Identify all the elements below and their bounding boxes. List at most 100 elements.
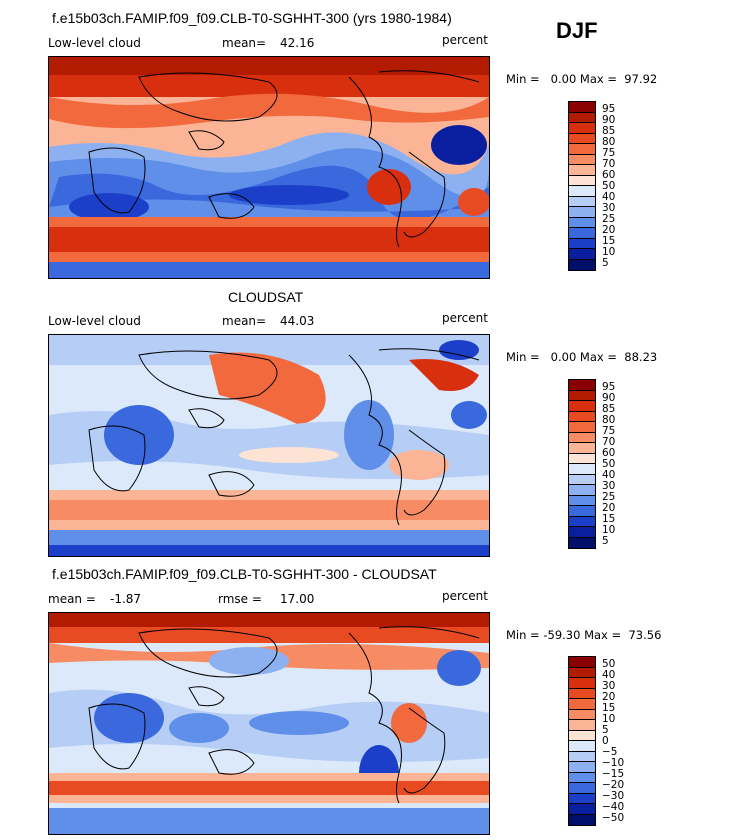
- panel2-colorbar-swatch: [569, 464, 595, 475]
- panel2-colorbar-label: 20: [602, 502, 616, 514]
- panel2-colorbar-swatch: [569, 432, 595, 443]
- panel1-colorbar-label: 10: [602, 246, 616, 258]
- panel2-variable: Low-level cloud: [48, 314, 141, 328]
- panel2-colorbar-label: 25: [602, 491, 616, 503]
- panel1-colorbar-label: 85: [602, 125, 616, 137]
- panel1-colorbar-swatch: [569, 165, 595, 176]
- panel3-colorbar-swatch: [569, 720, 595, 731]
- panel2-colorbar-swatch: [569, 422, 595, 433]
- panel3-units: percent: [442, 589, 488, 603]
- panel1-colorbar-label: 15: [602, 235, 616, 247]
- panel3-colorbar-label: 5: [602, 724, 609, 736]
- panel2-colorbar-swatch: [569, 380, 595, 391]
- panel1-colorbar-label: 25: [602, 213, 616, 225]
- panel2-colorbar-label: 15: [602, 513, 616, 525]
- panel3-colorbar-label: −40: [602, 801, 625, 813]
- panel2-colorbar-label: 70: [602, 436, 616, 448]
- panel1-colorbar-swatch: [569, 144, 595, 155]
- panel2-colorbar-swatch: [569, 411, 595, 422]
- panel3-colorbar-label: −5: [602, 746, 618, 758]
- panel1-colorbar-swatch: [569, 112, 595, 123]
- panel2-colorbar-swatch: [569, 495, 595, 506]
- panel1-mean-value: 42.16: [280, 36, 315, 50]
- panel2-colorbar-swatch: [569, 506, 595, 517]
- panel3-colorbar-swatch: [569, 751, 595, 762]
- panel3-colorbar: [568, 656, 596, 826]
- panel1-units: percent: [442, 33, 488, 47]
- panel3-colorbar-label: −15: [602, 768, 625, 780]
- panel3-colorbar-label: −10: [602, 757, 625, 769]
- panel2-mean-value: 44.03: [280, 314, 315, 328]
- panel2-colorbar-swatch: [569, 537, 595, 548]
- panel3-colorbar-label: 40: [602, 669, 616, 681]
- panel2-map-svg: [49, 335, 489, 556]
- panel1-minmax: Min = 0.00 Max = 97.92: [506, 72, 658, 86]
- panel3-colorbar-swatch: [569, 783, 595, 794]
- panel1-colorbar-swatch: [569, 154, 595, 165]
- panel2-units: percent: [442, 311, 488, 325]
- panel3-colorbar-swatch: [569, 772, 595, 783]
- panel2-colorbar-swatch: [569, 485, 595, 496]
- panel1-colorbar-swatch: [569, 186, 595, 197]
- panel3-colorbar-label: 50: [602, 658, 616, 670]
- panel3-colorbar-swatch: [569, 688, 595, 699]
- panel1-mean-label: mean=: [222, 36, 267, 50]
- panel3-map-svg: [49, 613, 489, 834]
- panel1-colorbar-swatch: [569, 238, 595, 249]
- panel3-colorbar-label: 0: [602, 735, 609, 747]
- panel2-colorbar-label: 5: [602, 535, 609, 547]
- panel1-colorbar-label: 60: [602, 169, 616, 181]
- panel3-colorbar-swatch: [569, 709, 595, 720]
- panel2-colorbar-label: 30: [602, 480, 616, 492]
- panel2-colorbar-swatch: [569, 516, 595, 527]
- panel2-colorbar-swatch: [569, 527, 595, 538]
- panel2-colorbar-label: 95: [602, 381, 616, 393]
- panel1-variable: Low-level cloud: [48, 36, 141, 50]
- panel2-minmax: Min = 0.00 Max = 88.23: [506, 350, 658, 364]
- panel3-mean-value: -1.87: [110, 592, 142, 606]
- panel1-map-svg: [49, 57, 489, 278]
- panel3-minmax: Min = -59.30 Max = 73.56: [506, 628, 662, 642]
- panel1-colorbar-swatch: [569, 217, 595, 228]
- panel3-colorbar-swatch: [569, 741, 595, 752]
- panel3-colorbar-swatch: [569, 657, 595, 668]
- panel3-colorbar-swatch: [569, 804, 595, 815]
- panel2-colorbar-label: 10: [602, 524, 616, 536]
- panel1-title: f.e15b03ch.FAMIP.f09_f09.CLB-T0-SGHHT-30…: [52, 10, 452, 26]
- panel1-colorbar-swatch: [569, 133, 595, 144]
- panel2-colorbar-label: 50: [602, 458, 616, 470]
- panel3-colorbar-swatch: [569, 678, 595, 689]
- panel3-colorbar-swatch: [569, 730, 595, 741]
- panel1-colorbar-label: 95: [602, 103, 616, 115]
- panel2-colorbar-label: 85: [602, 403, 616, 415]
- panel2-colorbar-label: 80: [602, 414, 616, 426]
- panel3-colorbar-label: 15: [602, 702, 616, 714]
- panel3-mean-label: mean =: [48, 592, 96, 606]
- panel1-colorbar-label: 20: [602, 224, 616, 236]
- panel1-colorbar-swatch: [569, 228, 595, 239]
- panel1-colorbar-swatch: [569, 175, 595, 186]
- panel1-colorbar-label: 50: [602, 180, 616, 192]
- panel2-map: [48, 334, 490, 557]
- panel3-colorbar-label: 10: [602, 713, 616, 725]
- panel1-colorbar-swatch: [569, 207, 595, 218]
- panel1-colorbar-label: 80: [602, 136, 616, 148]
- panel2-colorbar-swatch: [569, 390, 595, 401]
- panel3-map: [48, 612, 490, 835]
- panel1-colorbar-label: 40: [602, 191, 616, 203]
- panel2-colorbar-label: 75: [602, 425, 616, 437]
- panel3-colorbar-swatch: [569, 667, 595, 678]
- panel3-colorbar-swatch: [569, 699, 595, 710]
- panel3-title: f.e15b03ch.FAMIP.f09_f09.CLB-T0-SGHHT-30…: [52, 566, 437, 582]
- panel1-colorbar-label: 5: [602, 257, 609, 269]
- panel1-colorbar-label: 70: [602, 158, 616, 170]
- panel3-colorbar-label: 20: [602, 691, 616, 703]
- panel3-rmse-label: rmse =: [218, 592, 262, 606]
- panel3-colorbar-swatch: [569, 793, 595, 804]
- panel3-rmse-value: 17.00: [280, 592, 315, 606]
- panel2-colorbar-swatch: [569, 474, 595, 485]
- panel2-colorbar-swatch: [569, 453, 595, 464]
- panel3-colorbar-label: −20: [602, 779, 625, 791]
- panel2-colorbar-label: 40: [602, 469, 616, 481]
- panel1-colorbar-swatch: [569, 259, 595, 270]
